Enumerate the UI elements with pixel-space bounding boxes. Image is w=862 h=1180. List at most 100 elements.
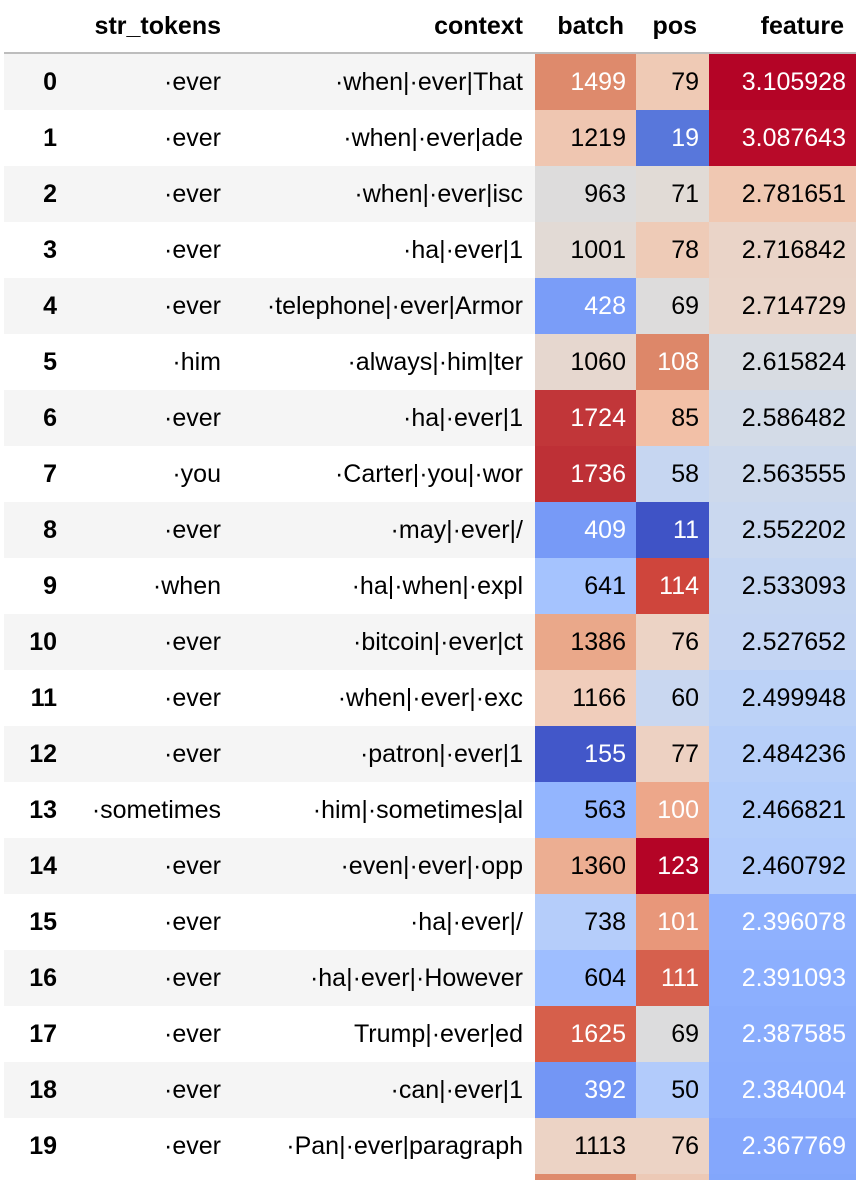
row-index: 7 bbox=[43, 459, 57, 488]
feature-cell: 2.714729 bbox=[709, 278, 856, 334]
feature-cell: 3.087643 bbox=[709, 110, 856, 166]
pos-cell: 11 bbox=[636, 502, 709, 558]
table-body: 0 ·ever ·when|·ever|That 1499 79 3.105928 1 ·ev… bbox=[4, 53, 856, 1180]
pos-cell: 76 bbox=[636, 614, 709, 670]
pos-cell: 108 bbox=[636, 334, 709, 390]
pos-cell: 101 bbox=[636, 894, 709, 950]
pos-cell: 71 bbox=[636, 166, 709, 222]
partial-cell bbox=[636, 1174, 709, 1180]
table-row: 13 ·sometimes ·him|·sometimes|al 563 100 2.46… bbox=[4, 782, 856, 838]
str-tokens-cell: ·ever bbox=[164, 1131, 221, 1160]
feature-cell: 3.105928 bbox=[709, 53, 856, 110]
context-cell: ·always|·him|ter bbox=[347, 347, 523, 376]
row-index: 4 bbox=[4, 278, 67, 334]
index-header bbox=[4, 0, 67, 54]
str-tokens-header: str_tokens bbox=[67, 0, 229, 54]
str-tokens-cell: ·when bbox=[152, 571, 221, 600]
pos-cell: 19 bbox=[636, 110, 709, 166]
pos-header: pos bbox=[636, 0, 709, 54]
str-tokens-cell: ·ever bbox=[164, 1019, 221, 1048]
str-tokens-cell: ·ever bbox=[67, 1062, 229, 1118]
batch-cell: 1499 bbox=[535, 53, 636, 110]
row-index: 11 bbox=[30, 683, 57, 712]
context-cell: Trump|·ever|ed bbox=[353, 1019, 523, 1048]
batch-cell: 641 bbox=[535, 558, 636, 614]
feature-cell: 2.716842 bbox=[709, 222, 856, 278]
pos-cell: 114 bbox=[636, 558, 709, 614]
str-tokens-cell: ·ever bbox=[67, 614, 229, 670]
batch-header: batch bbox=[535, 0, 636, 54]
table-row: 19 ·ever ·Pan|·ever|paragraph 1113 76 2.36776… bbox=[4, 1118, 856, 1174]
table-row: 6 ·ever ·ha|·ever|1 1724 85 2.586482 bbox=[4, 390, 856, 446]
context-cell: ·telephone|·ever|Armor bbox=[229, 278, 535, 334]
str-tokens-cell: ·him bbox=[172, 347, 221, 376]
row-index: 18 bbox=[4, 1062, 67, 1118]
feature-cell: 2.387585 bbox=[709, 1006, 856, 1062]
pos-cell: 69 bbox=[636, 1006, 709, 1062]
row-index: 5 bbox=[43, 347, 57, 376]
table-row: 17 ·ever Trump|·ever|ed 1625 69 2.387585 bbox=[4, 1006, 856, 1062]
partial-cell bbox=[67, 1174, 229, 1180]
table-row: 5 ·him ·always|·him|ter 1060 108 2.615824 bbox=[4, 334, 856, 390]
row-index: 14 bbox=[4, 838, 67, 894]
str-tokens-cell: ·ever bbox=[164, 907, 221, 936]
feature-cell: 2.586482 bbox=[709, 390, 856, 446]
batch-cell: 563 bbox=[535, 782, 636, 838]
batch-cell: 1736 bbox=[535, 446, 636, 502]
context-cell: ·ha|·ever|1 bbox=[229, 390, 535, 446]
row-index: 10 bbox=[4, 614, 67, 670]
batch-cell: 604 bbox=[535, 950, 636, 1006]
row-index: 2 bbox=[4, 166, 67, 222]
str-tokens-cell: ·ever bbox=[67, 502, 229, 558]
pos-cell: 76 bbox=[636, 1118, 709, 1174]
table-row: 14 ·ever ·even|·ever|·opp 1360 123 2.460792 bbox=[4, 838, 856, 894]
feature-cell: 2.527652 bbox=[709, 614, 856, 670]
pos-cell: 85 bbox=[636, 390, 709, 446]
row-index: 15 bbox=[29, 907, 57, 936]
feature-cell: 2.460792 bbox=[709, 838, 856, 894]
batch-cell: 428 bbox=[535, 278, 636, 334]
batch-cell: 1386 bbox=[535, 614, 636, 670]
context-cell: ·Carter|·you|·wor bbox=[334, 459, 523, 488]
context-cell: ·Pan|·ever|paragraph bbox=[286, 1131, 523, 1160]
table-row: 12 ·ever ·patron|·ever|1 155 77 2.484236 bbox=[4, 726, 856, 782]
table-row: 3 ·ever ·ha|·ever|1 1001 78 2.716842 bbox=[4, 222, 856, 278]
row-index: 6 bbox=[4, 390, 67, 446]
table-row: 2 ·ever ·when|·ever|isc 963 71 2.781651 bbox=[4, 166, 856, 222]
str-tokens-cell: ·ever bbox=[164, 235, 221, 264]
pos-cell: 79 bbox=[636, 53, 709, 110]
str-tokens-cell: ·sometimes bbox=[91, 795, 221, 824]
context-cell: ·when|·ever|That bbox=[229, 53, 535, 110]
str-tokens-cell: ·ever bbox=[67, 278, 229, 334]
pos-cell: 50 bbox=[636, 1062, 709, 1118]
context-cell: ·ha|·ever|1 bbox=[403, 235, 523, 264]
context-cell: ·patron|·ever|1 bbox=[229, 726, 535, 782]
header-row: str_tokens context batch pos feature bbox=[4, 0, 856, 54]
pos-cell: 77 bbox=[636, 726, 709, 782]
table-row: 16 ·ever ·ha|·ever|·However 604 111 2.391093 bbox=[4, 950, 856, 1006]
partial-cell bbox=[229, 1174, 535, 1180]
str-tokens-cell: ·ever bbox=[67, 53, 229, 110]
str-tokens-cell: ·ever bbox=[67, 726, 229, 782]
pos-cell: 123 bbox=[636, 838, 709, 894]
feature-cell: 2.466821 bbox=[709, 782, 856, 838]
row-index: 1 bbox=[43, 123, 57, 152]
pos-cell: 100 bbox=[636, 782, 709, 838]
table-row: 10 ·ever ·bitcoin|·ever|ct 1386 76 2.527652 bbox=[4, 614, 856, 670]
str-tokens-cell: ·you bbox=[172, 459, 221, 488]
feature-cell: 2.384004 bbox=[709, 1062, 856, 1118]
row-index: 3 bbox=[43, 235, 57, 264]
batch-cell: 1219 bbox=[535, 110, 636, 166]
pos-cell: 60 bbox=[636, 670, 709, 726]
str-tokens-cell: ·ever bbox=[67, 166, 229, 222]
batch-cell: 1724 bbox=[535, 390, 636, 446]
str-tokens-cell: ·ever bbox=[67, 390, 229, 446]
str-tokens-cell: ·ever bbox=[67, 838, 229, 894]
pos-cell: 78 bbox=[636, 222, 709, 278]
feature-cell: 2.781651 bbox=[709, 166, 856, 222]
table-row: 1 ·ever ·when|·ever|ade 1219 19 3.087643 bbox=[4, 110, 856, 166]
table-row: 4 ·ever ·telephone|·ever|Armor 428 69 2.71472… bbox=[4, 278, 856, 334]
row-index: 16 bbox=[4, 950, 67, 1006]
context-cell: ·may|·ever|/ bbox=[229, 502, 535, 558]
row-index: 9 bbox=[43, 571, 57, 600]
